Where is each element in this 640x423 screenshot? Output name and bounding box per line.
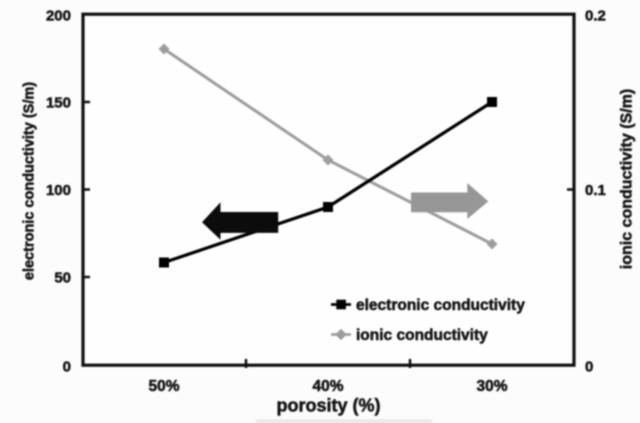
svg-text:porosity (%): porosity (%) [276, 396, 380, 416]
svg-text:30%: 30% [476, 378, 507, 395]
svg-text:150: 150 [46, 94, 71, 111]
svg-text:40%: 40% [312, 378, 343, 395]
svg-text:200: 200 [46, 7, 71, 24]
svg-text:0: 0 [63, 358, 71, 375]
svg-text:0.1: 0.1 [585, 182, 606, 199]
svg-text:ionic conductivity: ionic conductivity [356, 327, 488, 344]
svg-text:electronic conductivity: electronic conductivity [356, 297, 525, 314]
svg-text:100: 100 [46, 182, 71, 199]
svg-text:0: 0 [585, 358, 593, 375]
svg-text:50: 50 [54, 269, 71, 286]
svg-text:0.2: 0.2 [585, 7, 606, 24]
svg-text:electronic conductivity (S/m): electronic conductivity (S/m) [22, 82, 38, 280]
svg-text:50%: 50% [148, 378, 179, 395]
svg-text:ionic conductivity (S/m): ionic conductivity (S/m) [619, 89, 636, 269]
